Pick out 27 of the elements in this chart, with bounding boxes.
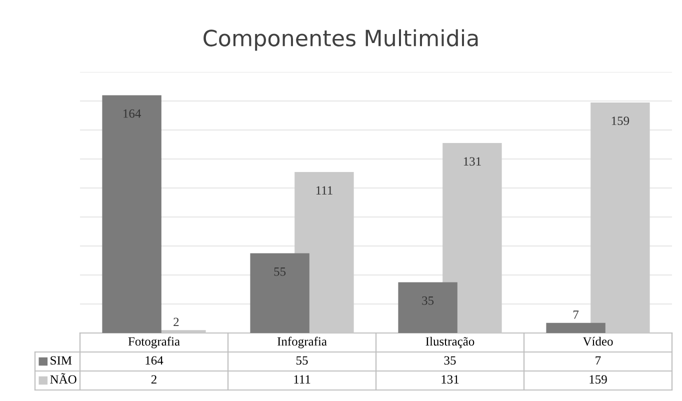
bar	[102, 95, 162, 333]
data-label: 131	[464, 157, 481, 166]
text: 111	[294, 375, 310, 384]
text: 164	[146, 356, 164, 365]
bar	[250, 253, 310, 333]
x-tick-label: Infografia	[277, 336, 327, 348]
chart-title: Componentes Multimidia	[204, 29, 478, 51]
bar	[546, 322, 606, 333]
text: 131	[442, 375, 459, 384]
text: 2	[151, 375, 156, 384]
data-label: 2	[174, 318, 179, 326]
data-label: 55	[274, 268, 286, 276]
text: 159	[590, 375, 607, 384]
bar	[398, 282, 458, 333]
text: 55	[296, 356, 308, 365]
x-tick-label: Vídeo	[582, 336, 613, 346]
data-label: 164	[124, 109, 141, 118]
data-label: 111	[316, 186, 332, 194]
data-label: 159	[612, 116, 630, 126]
legend-label: SIM	[50, 356, 72, 365]
data-label: 35	[422, 296, 434, 305]
x-tick-label: Ilustração	[426, 336, 474, 348]
legend-label: NÃO	[50, 373, 76, 384]
data-label: 7	[574, 310, 579, 319]
x-tick-label: Fotografia	[128, 336, 180, 348]
text: 7	[596, 356, 601, 365]
text: 35	[444, 356, 456, 365]
